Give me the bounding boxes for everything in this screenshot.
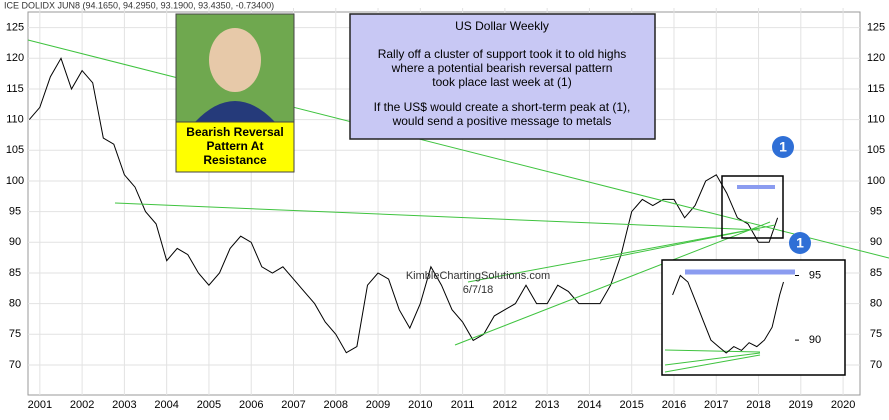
price-line — [672, 274, 784, 354]
y-tick-label: 95 — [870, 206, 882, 218]
annotation: would send a positive message to metals — [392, 114, 612, 128]
y-tick-label: 85 — [9, 267, 21, 279]
y-tick-label: 75 — [870, 328, 882, 340]
annotation: where a potential bearish reversal patte… — [391, 61, 613, 75]
x-tick-label: 2007 — [281, 399, 305, 411]
y-tick-label: 75 — [9, 328, 21, 340]
trend-line — [114, 202, 761, 231]
y-tick-label: 115 — [867, 83, 885, 95]
plot-frame — [27, 11, 861, 396]
y-tick-label: 120 — [867, 52, 885, 64]
annotation: Rally off a cluster of support took it t… — [378, 47, 627, 61]
trend-line — [599, 224, 776, 261]
x-tick-label: 2016 — [662, 399, 686, 411]
watermark: KimbleChartingSolutions.com — [406, 270, 550, 282]
y-tick-label: 95 — [9, 206, 21, 218]
x-tick-label: 2020 — [831, 399, 855, 411]
x-tick-label: 2004 — [154, 399, 178, 411]
x-tick-label: 2013 — [535, 399, 559, 411]
y-tick-label: 100 — [867, 175, 885, 187]
focus-box — [721, 175, 784, 239]
x-tick-label: 2018 — [746, 399, 770, 411]
y-tick-label: 105 — [6, 144, 24, 156]
y-tick-label: 105 — [867, 144, 885, 156]
y-tick-label: 85 — [870, 267, 882, 279]
x-tick-label: 2005 — [197, 399, 221, 411]
x-tick-label: 2014 — [577, 399, 601, 411]
y-tick-label: 110 — [6, 114, 24, 126]
main-series — [28, 57, 779, 354]
annotation: took place last week at (1) — [432, 75, 571, 89]
x-tick-label: 2009 — [366, 399, 390, 411]
trend-line — [467, 227, 761, 283]
y-tick-label: 90 — [9, 236, 21, 248]
x-tick-label: 2012 — [493, 399, 517, 411]
x-tick-label: 2006 — [239, 399, 263, 411]
trend-line — [664, 349, 761, 353]
marker-circle — [789, 232, 811, 254]
marker-label: 1 — [796, 235, 804, 251]
x-tick-label: 2011 — [451, 399, 475, 411]
trend-line — [664, 354, 761, 373]
y-tick-label: 80 — [870, 298, 882, 310]
y-tick-label: 95 — [809, 269, 821, 281]
annotation: If the US$ would create a short-term pea… — [374, 100, 631, 114]
x-tick-label: 2008 — [324, 399, 348, 411]
portrait-face — [209, 28, 261, 92]
y-tick-label: 80 — [9, 298, 21, 310]
y-tick-label: 110 — [867, 114, 885, 126]
y-tick-label: 70 — [9, 359, 21, 371]
callout-text: Resistance — [203, 153, 267, 167]
y-tick-label: 125 — [6, 22, 24, 34]
x-tick-label: 2017 — [704, 399, 728, 411]
y-tick-label: 70 — [870, 359, 882, 371]
portrait-coat — [195, 101, 275, 122]
y-tick-label: 120 — [6, 52, 24, 64]
marker-circle — [772, 136, 794, 158]
y-tick-label: 115 — [6, 83, 24, 95]
trend-line — [454, 221, 771, 346]
x-tick-label: 2010 — [408, 399, 432, 411]
title: US Dollar Weekly — [455, 19, 549, 33]
annotation-box — [349, 13, 656, 140]
x-tick-label: 2003 — [112, 399, 136, 411]
y-tick-label: 100 — [6, 175, 24, 187]
x-tick-label: 2001 — [28, 399, 52, 411]
y-tick-label: 90 — [809, 334, 821, 346]
x-tick-label: 2015 — [619, 399, 643, 411]
inset-series — [672, 274, 799, 354]
x-tick-label: 2019 — [789, 399, 813, 411]
watermark: 6/7/18 — [463, 284, 494, 296]
y-tick-label: 90 — [870, 236, 882, 248]
trend-line — [664, 352, 761, 366]
callout-text: Pattern At — [207, 139, 264, 153]
marker-label: 1 — [779, 139, 787, 155]
y-tick-label: 125 — [867, 22, 885, 34]
callout-text: Bearish Reversal — [186, 125, 283, 139]
price-line — [28, 57, 779, 354]
x-tick-label: 2002 — [70, 399, 94, 411]
header: ICE DOLIDX JUN8 (94.1650, 94.2950, 93.19… — [4, 0, 274, 10]
trend-line — [27, 39, 889, 259]
callout-box — [175, 121, 295, 173]
